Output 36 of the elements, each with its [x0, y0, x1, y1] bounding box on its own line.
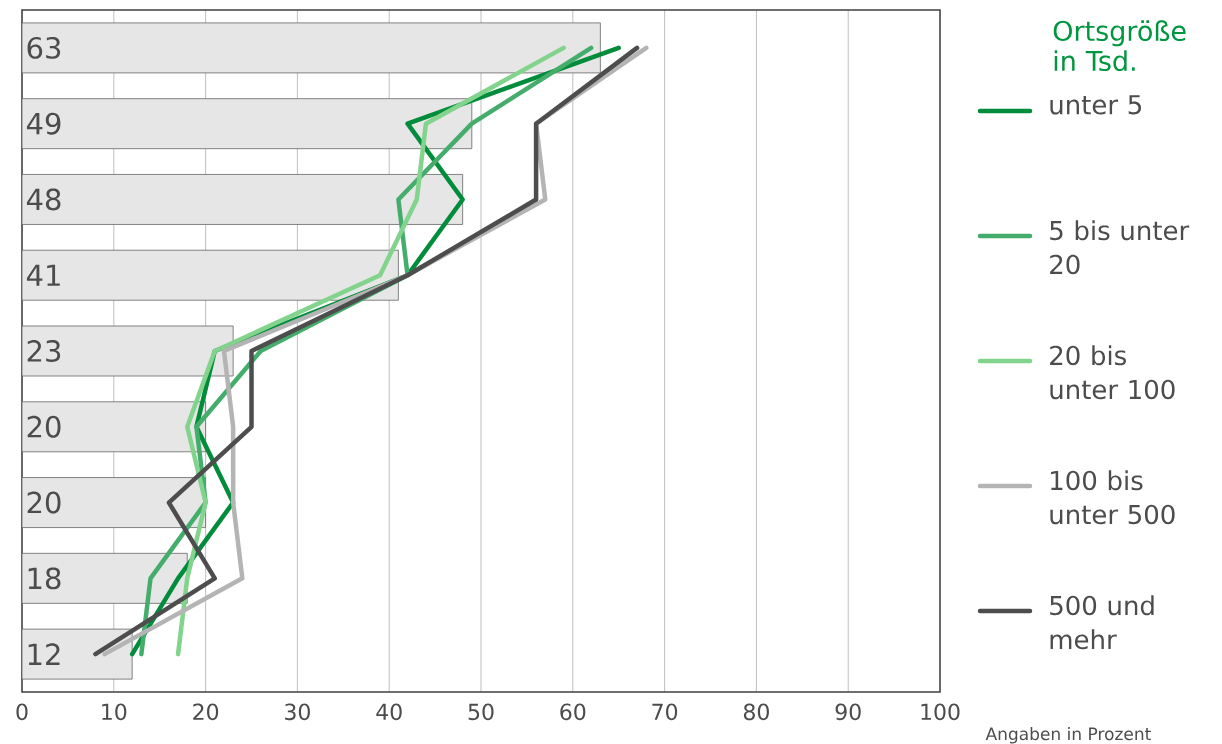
data-label: 18 [28, 567, 61, 590]
bar [21, 628, 133, 680]
data-label: 63 [27, 36, 61, 59]
bar [21, 552, 188, 604]
data-label: 20 [27, 415, 61, 438]
x-tick-label: 100 [921, 703, 960, 721]
data-label: 49 [26, 112, 61, 135]
legend-label: 500 und mehr [1050, 595, 1154, 650]
bar [21, 98, 473, 150]
bar [21, 22, 601, 74]
x-tick-label: 0 [16, 703, 28, 721]
x-tick-label: 90 [835, 703, 861, 721]
bar [21, 401, 207, 453]
data-label: 20 [27, 491, 61, 514]
bar [21, 249, 399, 301]
bar [21, 174, 464, 225]
x-tick-label: 80 [743, 703, 769, 721]
text: Angaben in Prozent [985, 727, 1151, 744]
legend-label: unter 5 [1050, 95, 1141, 115]
legend-label: 100 bis unter 500 [1050, 470, 1175, 525]
bar [21, 325, 234, 377]
x-tick-label: 60 [560, 703, 586, 721]
bar [21, 477, 207, 528]
legend-label: 20 bis unter 100 [1050, 345, 1175, 400]
data-label: 12 [28, 643, 60, 665]
x-tick-label: 40 [376, 703, 402, 721]
data-label: 23 [27, 340, 61, 362]
legend-label: 5 bis unter 20 [1050, 220, 1190, 275]
data-label: 48 [26, 188, 61, 211]
x-tick-label: 30 [285, 703, 310, 721]
x-tick-label: 10 [102, 703, 127, 721]
x-tick-label: 20 [193, 703, 219, 721]
x-tick-label: 50 [468, 703, 494, 721]
x-tick-label: 70 [652, 703, 678, 721]
data-label: 41 [26, 264, 60, 286]
legend-title: Ortsgröße in Tsd. [1053, 20, 1186, 72]
